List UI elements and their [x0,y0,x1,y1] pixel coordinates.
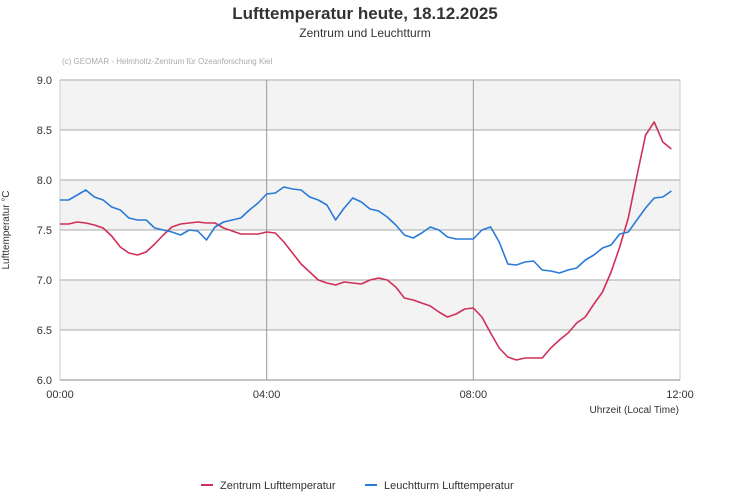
series-line-zentrum [60,121,672,361]
plot-band [60,330,680,380]
credit-text: (c) GEOMAR - Helmholtz-Zentrum für Ozean… [62,57,273,66]
plot-band [60,130,680,180]
y-axis-label: Lufttemperatur °C [1,190,12,269]
y-tick-label: 8.0 [37,175,52,187]
x-axis-label: Uhrzeit (Local Time) [590,405,679,416]
y-tick-label: 6.5 [37,325,52,337]
series-line-leuchtturm [60,186,672,274]
x-tick-label: 12:00 [666,389,694,401]
y-tick-label: 9.0 [37,75,52,87]
chart-subtitle: Zentrum und Leuchtturm [299,26,430,40]
plot-band [60,80,680,130]
legend-label-zentrum[interactable]: Zentrum Lufttemperatur [220,480,336,492]
y-tick-label: 7.0 [37,275,52,287]
x-tick-label: 00:00 [46,389,74,401]
chart-title: Lufttemperatur heute, 18.12.2025 [232,4,497,23]
y-tick-label: 6.0 [37,375,52,387]
plot-band [60,180,680,230]
x-tick-label: 08:00 [460,389,488,401]
legend: Zentrum Lufttemperatur Leuchtturm Luftte… [201,480,514,492]
legend-label-leuchtturm[interactable]: Leuchtturm Lufttemperatur [384,480,514,492]
plot-band [60,280,680,330]
y-tick-label: 8.5 [37,125,52,137]
x-tick-label: 04:00 [253,389,281,401]
plot-band [60,230,680,280]
y-tick-label: 7.5 [37,225,52,237]
